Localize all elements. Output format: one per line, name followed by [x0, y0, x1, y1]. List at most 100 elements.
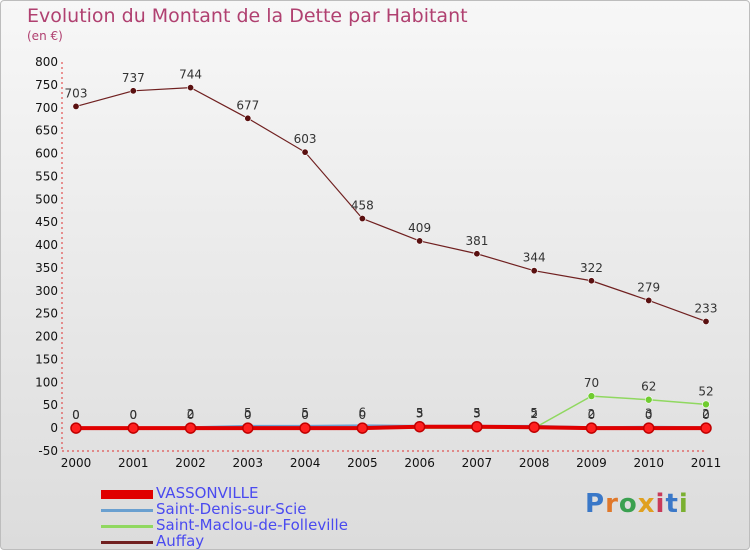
data-point	[416, 237, 424, 245]
legend-swatch	[101, 508, 153, 512]
data-label: 3	[416, 407, 424, 421]
data-label: 0	[359, 408, 367, 422]
x-tick-label: 2001	[118, 456, 149, 470]
x-tick-label: 2008	[519, 456, 550, 470]
data-point	[587, 277, 595, 285]
data-point	[356, 422, 369, 434]
x-tick-label: 2007	[462, 456, 493, 470]
legend-label: Saint-Denis-sur-Scie	[156, 500, 307, 518]
data-point	[358, 215, 366, 223]
data-point	[187, 84, 195, 92]
y-tick-label: -50	[38, 444, 58, 458]
x-tick-label: 2000	[61, 456, 92, 470]
data-point	[645, 296, 653, 304]
legend-swatch	[101, 489, 153, 499]
data-point	[242, 422, 254, 434]
data-point	[127, 422, 140, 434]
data-label: 5	[473, 406, 481, 420]
y-tick-label: 400	[35, 238, 58, 252]
data-label: 744	[179, 68, 202, 82]
data-label: 0	[702, 408, 710, 422]
logo-letter: r	[605, 489, 619, 519]
logo-letter: P	[585, 489, 606, 519]
legend-label: Saint-Maclou-de-Folleville	[156, 516, 348, 534]
y-tick-label: 450	[35, 215, 58, 229]
data-point	[530, 267, 538, 275]
data-label: 2	[187, 407, 195, 421]
data-label: 737	[122, 71, 145, 85]
data-label: 0	[244, 408, 252, 422]
series-line-vassonville	[76, 424, 706, 431]
logo-letter: o	[618, 489, 638, 519]
data-point	[473, 250, 481, 258]
data-label: 5	[530, 406, 538, 420]
data-label: 62	[641, 380, 656, 394]
x-tick-label: 2010	[633, 456, 664, 470]
series-line-auffay	[75, 87, 707, 323]
data-label: 458	[351, 199, 374, 213]
data-point	[72, 102, 80, 110]
y-tick-label: 350	[35, 261, 58, 275]
y-tick-label: 50	[43, 398, 58, 412]
x-tick-label: 2011	[691, 456, 722, 470]
data-label: 5	[244, 406, 252, 420]
y-tick-label: 300	[35, 284, 58, 298]
data-point	[700, 422, 712, 434]
data-point	[585, 422, 598, 434]
proxiti-logo: Proxiti	[585, 489, 689, 519]
legend-swatch	[101, 524, 153, 528]
data-point	[587, 392, 596, 400]
logo-letter: i	[655, 489, 666, 519]
y-tick-label: 200	[35, 330, 58, 344]
data-point	[299, 422, 311, 434]
data-label: 233	[695, 301, 718, 315]
logo-letter: t	[665, 489, 679, 519]
data-label: 52	[698, 384, 713, 398]
data-point	[471, 420, 483, 433]
x-tick-label: 2005	[347, 456, 378, 470]
x-tick-label: 2006	[404, 456, 435, 470]
y-tick-label: 750	[35, 78, 58, 92]
data-label: 344	[523, 251, 546, 265]
data-label: 409	[408, 221, 431, 235]
data-point	[184, 422, 197, 434]
data-point	[528, 421, 540, 433]
data-label: 0	[645, 408, 653, 422]
y-tick-label: 700	[35, 101, 58, 115]
x-tick-label: 2004	[290, 456, 321, 470]
data-point	[301, 148, 309, 156]
legend-label: Auffay	[156, 532, 205, 550]
data-label: 2	[588, 407, 596, 421]
data-label: 5	[416, 406, 424, 420]
data-label: 0	[187, 408, 195, 422]
data-label: 3	[473, 407, 481, 421]
x-tick-label: 2009	[576, 456, 607, 470]
data-point	[642, 422, 655, 434]
x-tick-label: 2002	[175, 456, 206, 470]
data-label: 0	[129, 408, 137, 422]
data-point	[413, 420, 426, 433]
logo-letter: x	[637, 489, 656, 519]
data-label: 2	[702, 407, 710, 421]
y-tick-label: 150	[35, 352, 58, 366]
x-tick-label: 2003	[233, 456, 264, 470]
legend-swatch	[101, 540, 153, 544]
data-label: 677	[236, 98, 259, 112]
y-tick-label: 500	[35, 192, 58, 206]
y-tick-label: 600	[35, 147, 58, 161]
data-label: 603	[294, 132, 317, 146]
data-label: 5	[301, 406, 309, 420]
data-label: 2	[530, 407, 538, 421]
data-label: 0	[72, 408, 80, 422]
y-tick-label: 250	[35, 307, 58, 321]
legend-label: VASSONVILLE	[156, 484, 259, 502]
data-label: 381	[465, 234, 488, 248]
data-label: 703	[65, 86, 88, 100]
data-point	[702, 317, 710, 325]
data-point	[244, 114, 252, 122]
data-point	[644, 395, 653, 404]
y-tick-label: 550	[35, 169, 58, 183]
y-tick-label: 650	[35, 124, 58, 138]
data-label: 70	[584, 376, 599, 390]
data-point	[702, 400, 710, 409]
